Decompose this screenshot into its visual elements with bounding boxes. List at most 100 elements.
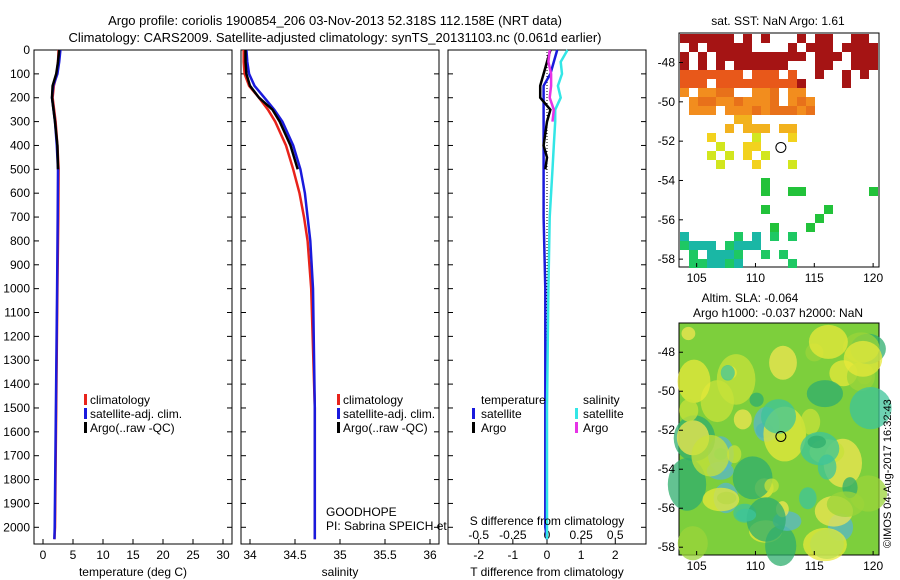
sst-cell xyxy=(734,70,743,79)
figure-title-line2: Climatology: CARS2009. Satellite-adjuste… xyxy=(68,30,601,45)
sst-cell xyxy=(770,61,779,70)
sst-cell xyxy=(815,70,824,79)
depth-tick-label: 800 xyxy=(10,234,30,248)
x-tick-label: 35 xyxy=(333,548,347,562)
argo-position-marker xyxy=(775,430,787,442)
sst-cell xyxy=(725,124,734,133)
sla-blob xyxy=(727,445,742,464)
temperature-x-axis: 0 5 10 15 20 25 30 xyxy=(40,539,230,562)
sst-cell xyxy=(869,187,878,196)
sla-blob xyxy=(681,326,696,341)
x-tick-label: -2 xyxy=(473,548,484,562)
s-tick-label: 0.25 xyxy=(569,528,593,542)
project-annotation: GOODHOPE xyxy=(326,505,397,519)
series-line-salinity-satellite xyxy=(545,49,569,540)
sst-cell xyxy=(779,52,788,61)
sst-cell xyxy=(761,79,770,88)
sst-cell xyxy=(734,52,743,61)
depth-tick-label: 300 xyxy=(10,115,30,129)
depth-tick-label: 1700 xyxy=(3,449,30,463)
lon-tick-label: 105 xyxy=(687,271,707,285)
sst-cell xyxy=(707,250,716,259)
legend-swatch-temp-satellite xyxy=(472,408,475,419)
sst-cell xyxy=(743,43,752,52)
series-line-temperature-argo xyxy=(538,49,552,170)
legend-title-temperature: temperature xyxy=(481,393,546,407)
temperature-panel: 0100200300400500600700800900100011001200… xyxy=(3,43,233,579)
legend-label-argo: Argo(..raw -QC) xyxy=(90,421,175,435)
sst-cell xyxy=(716,52,725,61)
sst-cell xyxy=(788,232,797,241)
sla-blob xyxy=(769,345,797,380)
sst-cell xyxy=(779,61,788,70)
x-tick-label: 5 xyxy=(70,548,77,562)
sst-cell xyxy=(716,250,725,259)
sst-cell xyxy=(698,259,707,268)
salinity-difference-x-axis: -0.5-0.2500.250.5 xyxy=(468,528,624,542)
lat-tick-label: -50 xyxy=(658,95,676,109)
sst-cell xyxy=(689,79,698,88)
depth-tick-label: 2000 xyxy=(3,520,30,534)
depth-tick-label: 1400 xyxy=(3,377,30,391)
sst-cell xyxy=(698,97,707,106)
x-tick-label: 25 xyxy=(186,548,200,562)
sst-cell xyxy=(761,178,770,187)
salinity-legend: climatology satellite-adj. clim. Argo(..… xyxy=(337,393,435,435)
sla-blob xyxy=(807,435,826,449)
series-line-argo-raw-qc- xyxy=(50,49,61,170)
sst-cell xyxy=(725,52,734,61)
depth-axis: 0 100 200 300 400 500 600 700 800 900 1000 1100 1200… xyxy=(3,43,232,534)
legend-swatch-climatology xyxy=(337,394,340,405)
lat-tick-label: -58 xyxy=(658,252,676,266)
x-tick-label: 35.5 xyxy=(373,548,397,562)
sst-cell xyxy=(680,241,689,250)
sst-cell xyxy=(752,133,761,142)
series-line-argo-raw-qc- xyxy=(244,50,299,170)
sst-cell xyxy=(815,43,824,52)
sst-cell xyxy=(725,34,734,43)
depth-tick-label: 100 xyxy=(10,67,30,81)
sst-cell xyxy=(761,88,770,97)
sst-cell xyxy=(680,232,689,241)
sst-cell xyxy=(707,106,716,115)
temperature-x-label: temperature (deg C) xyxy=(79,565,187,579)
sst-cell xyxy=(716,70,725,79)
sst-cell xyxy=(734,106,743,115)
temperature-legend: climatology satellite-adj. clim. Argo(..… xyxy=(84,393,182,435)
sst-cell xyxy=(707,97,716,106)
sst-cell xyxy=(770,106,779,115)
imos-stamp: ©IMOS 04-Aug-2017 16:32:43 xyxy=(882,399,894,548)
sst-cell xyxy=(788,133,797,142)
sst-cell xyxy=(689,250,698,259)
x-tick-label: -1 xyxy=(508,548,519,562)
sla-blob xyxy=(732,456,773,500)
lat-tick-label: -50 xyxy=(658,384,676,398)
sst-cell xyxy=(743,97,752,106)
depth-tick-label: 1300 xyxy=(3,353,30,367)
sst-cell xyxy=(725,79,734,88)
sst-cell xyxy=(743,115,752,124)
sst-cell xyxy=(698,241,707,250)
sst-cell xyxy=(833,52,842,61)
sst-cell xyxy=(752,70,761,79)
x-tick-label: 0 xyxy=(544,548,551,562)
sst-cell xyxy=(761,151,770,160)
temperature-axes-frame xyxy=(33,49,233,545)
sst-cell xyxy=(770,223,779,232)
sst-cell xyxy=(698,70,707,79)
sst-cell xyxy=(743,61,752,70)
x-tick-label: 10 xyxy=(96,548,110,562)
sst-cell xyxy=(788,97,797,106)
sst-cell xyxy=(689,70,698,79)
sst-cell xyxy=(752,160,761,169)
sst-cell xyxy=(698,106,707,115)
legend-swatch-satellite xyxy=(337,408,340,419)
sst-cell xyxy=(842,79,851,88)
difference-y-ticks xyxy=(448,49,646,528)
sst-cell xyxy=(752,241,761,250)
sst-cell xyxy=(716,88,725,97)
sst-cell xyxy=(716,34,725,43)
salinity-x-axis: 34 34.5 35 35.5 36 xyxy=(243,539,437,562)
sst-cell xyxy=(743,106,752,115)
